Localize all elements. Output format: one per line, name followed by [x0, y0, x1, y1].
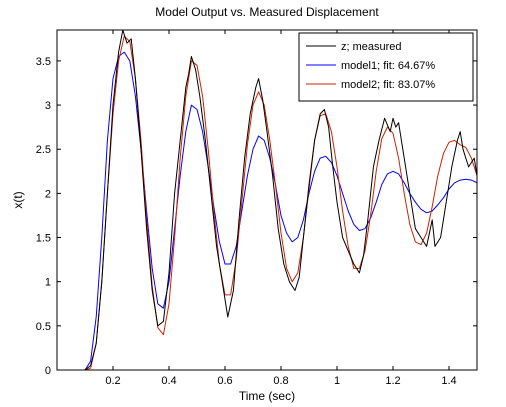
plot-frame [56, 29, 478, 371]
x-tick-label: 0.6 [217, 375, 232, 387]
legend-label: model2; fit: 83.07% [341, 79, 435, 91]
y-tick-label: 3 [45, 100, 51, 112]
series-line-model2 [57, 35, 477, 370]
series-layer [57, 30, 477, 370]
y-tick-label: 2 [45, 188, 51, 200]
x-tick-label: 0.4 [161, 375, 176, 387]
y-tick-label: 3.5 [36, 56, 51, 68]
x-axis-label: Time (sec) [239, 389, 295, 403]
y-axis-label: x(t) [11, 191, 25, 208]
x-axis-ticks: 0.2 0.4 0.6 0.8 1 1.2 1.4 [105, 30, 457, 387]
x-tick-label: 1 [334, 375, 340, 387]
y-tick-label: 1.5 [36, 233, 51, 245]
x-tick-label: 1.2 [385, 375, 400, 387]
y-tick-label: 1 [45, 277, 51, 289]
x-tick-label: 0.2 [105, 375, 120, 387]
series-line-measured [57, 30, 477, 370]
legend-label: model1; fit: 64.67% [341, 60, 435, 72]
x-tick-label: 1.4 [441, 375, 456, 387]
legend-label: z; measured [341, 41, 402, 53]
x-tick-label: 0.8 [273, 375, 288, 387]
legend[interactable]: z; measured model1; fit: 64.67% model2; fi… [298, 32, 474, 102]
y-tick-label: 0 [45, 365, 51, 377]
y-axis-ticks: 0 0.5 1 1.5 2 2.5 3 3.5 [36, 56, 477, 377]
y-tick-label: 2.5 [36, 144, 51, 156]
chart-title: Model Output vs. Measured Displacement [155, 5, 379, 19]
legend-box [298, 32, 474, 102]
y-tick-label: 0.5 [36, 321, 51, 333]
